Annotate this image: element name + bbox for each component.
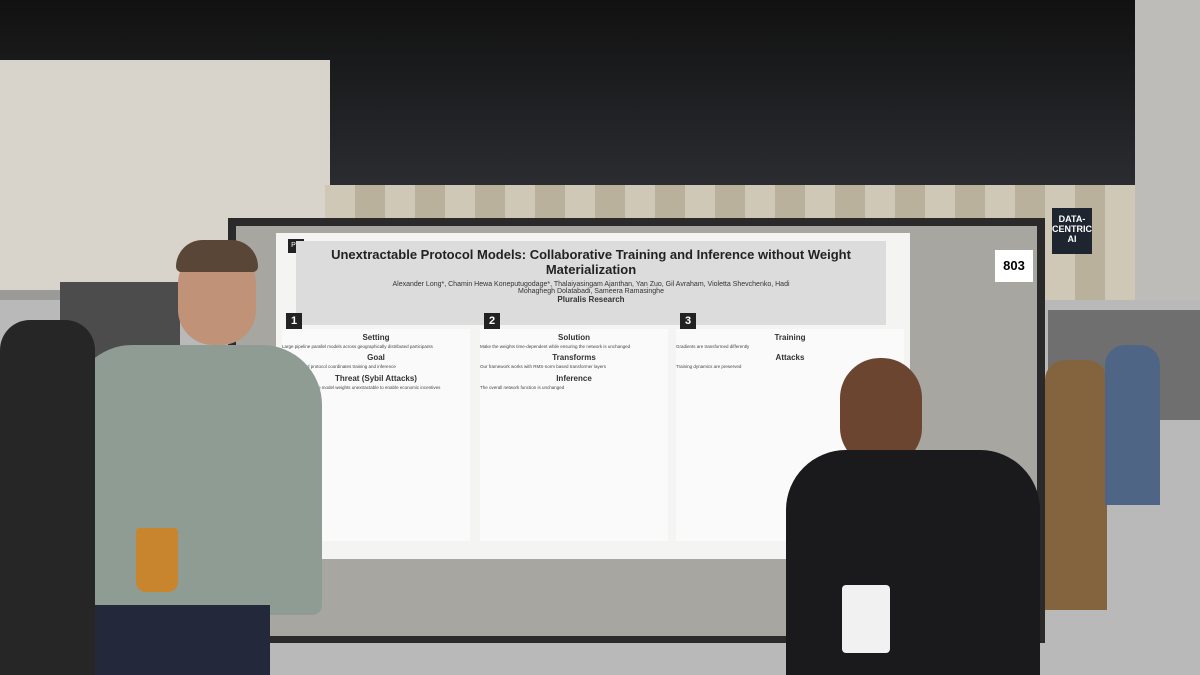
bullet: Large pipeline parallel models across ge… <box>282 344 433 349</box>
person-sweater <box>786 450 1040 675</box>
bullet: Our framework works with RMS-norm based … <box>480 364 607 370</box>
bullet: Training dynamics are preserved <box>676 364 742 370</box>
section-heading: Attacks <box>775 353 805 363</box>
badge <box>842 585 890 653</box>
coffee-cup <box>136 528 178 592</box>
section: Solution Make the weights time-dependent … <box>480 329 668 541</box>
section-heading: Inference <box>556 373 592 383</box>
title-block: Unextractable Protocol Models: Collabora… <box>296 241 886 325</box>
section-number: 3 <box>680 313 696 329</box>
section-heading: Transforms <box>552 353 596 363</box>
section-heading: Solution <box>558 333 590 342</box>
poster-title: Unextractable Protocol Models: Collabora… <box>331 247 851 277</box>
bystander <box>1045 360 1107 610</box>
section-heading: Training <box>774 333 806 342</box>
poster-authors: Alexander Long*, Chamin Hewa Koneputugod… <box>392 281 790 295</box>
bullet: Decentralized protocol coordinates train… <box>282 364 396 370</box>
poster-affiliation: Pluralis Research <box>557 295 625 304</box>
section-heading: Goal <box>367 353 385 363</box>
section-number: 2 <box>484 313 500 329</box>
section-number: 1 <box>286 313 302 329</box>
section-heading: Threat (Sybil Attacks) <box>335 373 417 383</box>
bullet: Gradients are transformed differently <box>676 344 750 349</box>
sign: DATA-CENTRIC AI <box>1052 208 1092 254</box>
person-shirt <box>72 345 322 615</box>
pillar <box>1135 0 1200 310</box>
bystander <box>0 320 95 675</box>
board-number: 803 <box>995 250 1033 282</box>
bullet: Make the weights time-dependent while en… <box>480 344 631 349</box>
person-pants <box>90 605 270 675</box>
bullet: Protocol must keep model weights unextra… <box>282 384 441 390</box>
person-hair <box>176 240 258 272</box>
person-head <box>840 358 922 466</box>
bystander <box>1105 345 1160 505</box>
section-heading: Setting <box>362 333 390 342</box>
bullet: The overall network function is unchange… <box>480 384 565 390</box>
